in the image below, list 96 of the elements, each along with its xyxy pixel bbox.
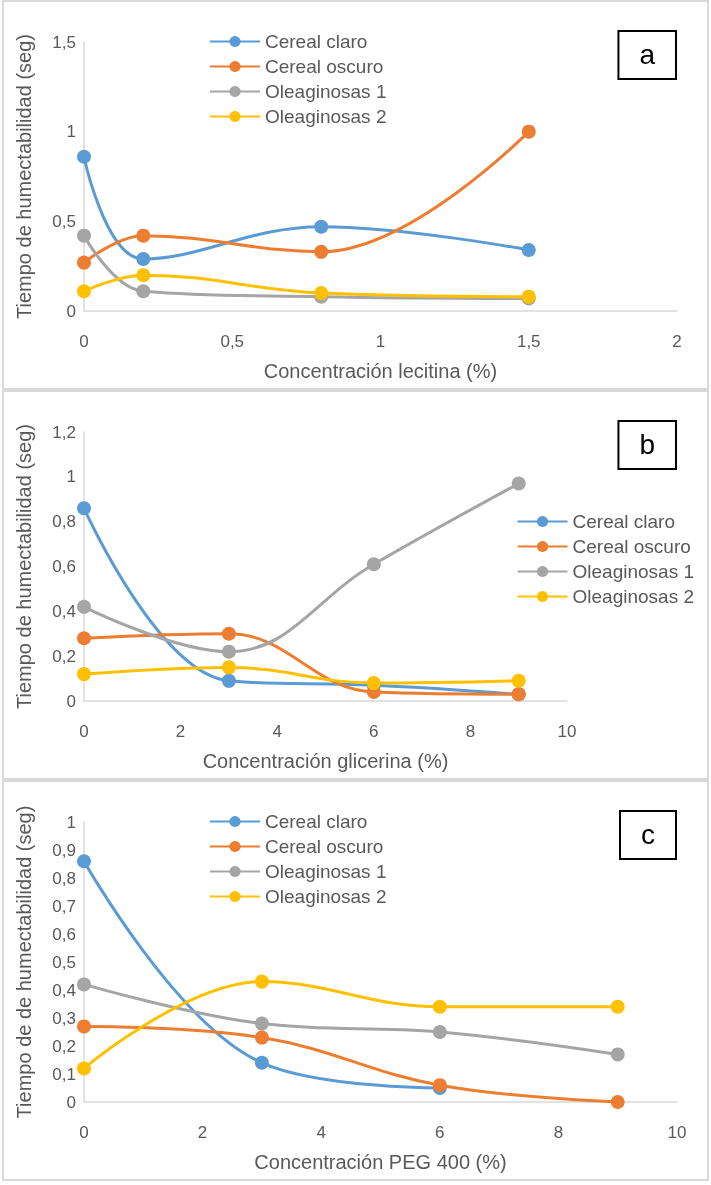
point xyxy=(77,977,91,992)
point xyxy=(521,243,536,258)
x-tick-label: 10 xyxy=(667,1123,687,1142)
point xyxy=(432,999,447,1014)
legend-label: Oleaginosas 1 xyxy=(265,81,387,102)
y-tick-label: 0,6 xyxy=(52,557,76,576)
point xyxy=(511,673,526,688)
y-tick-label: 1 xyxy=(66,812,76,832)
point xyxy=(221,626,236,641)
legend-label: Cereal claro xyxy=(265,31,368,52)
y-tick-label: 0 xyxy=(66,691,76,711)
x-tick-label: 0 xyxy=(79,332,89,351)
point xyxy=(610,999,625,1014)
point xyxy=(77,599,91,614)
point xyxy=(221,660,236,675)
y-tick-label: 1,2 xyxy=(52,422,76,442)
y-tick-label: 0,4 xyxy=(52,980,76,1000)
point xyxy=(521,124,536,139)
y-tick-label: 0,5 xyxy=(52,952,76,972)
x-tick-label: 0 xyxy=(79,1123,89,1142)
point xyxy=(77,667,91,682)
legend-label: Cereal oscuro xyxy=(265,56,384,77)
text: b xyxy=(639,428,656,460)
annotation: c xyxy=(641,818,655,850)
x-tick-label: 6 xyxy=(435,1123,445,1142)
point xyxy=(136,268,151,283)
y-tick-label: 0,8 xyxy=(52,868,76,888)
y-tick-label: 0,5 xyxy=(52,211,76,231)
point xyxy=(77,284,91,299)
point xyxy=(254,974,269,989)
point xyxy=(610,1095,625,1109)
x-tick-label: 1,5 xyxy=(516,332,541,351)
y-tick-label: 1 xyxy=(66,467,76,487)
y-tick-label: 1 xyxy=(66,122,76,142)
point xyxy=(511,476,526,491)
legend-label: Oleaginosas 2 xyxy=(265,106,387,127)
y-tick-label: 0 xyxy=(66,1092,76,1112)
x-tick-label: 8 xyxy=(465,722,476,741)
point xyxy=(77,854,91,869)
y-tick-label: 0,1 xyxy=(52,1064,76,1084)
legend-label: Cereal claro xyxy=(572,511,675,532)
point xyxy=(77,228,91,243)
x-axis-title: Concentración lecitina (%) xyxy=(263,360,498,382)
point xyxy=(77,1019,91,1034)
x-axis-title: Concentración PEG 400 (%) xyxy=(254,1151,507,1173)
point xyxy=(314,244,329,259)
legend-label: Oleaginosas 2 xyxy=(572,586,694,607)
point xyxy=(610,1047,625,1062)
point xyxy=(432,1025,447,1039)
y-tick-label: 0,8 xyxy=(52,512,76,532)
point xyxy=(254,1016,269,1031)
x-tick-label: 10 xyxy=(557,722,577,741)
point xyxy=(77,501,91,516)
y-tick-label: 0,9 xyxy=(52,840,76,860)
x-axis-title: Concentración glicerina (%) xyxy=(202,750,449,772)
point xyxy=(77,1061,91,1076)
legend-label: Cereal claro xyxy=(265,811,368,832)
x-tick-label: 6 xyxy=(369,722,379,741)
legend-label: Oleaginosas 2 xyxy=(265,886,387,907)
legend-label: Oleaginosas 1 xyxy=(572,561,694,582)
x-tick-label: 2 xyxy=(197,1123,208,1142)
y-tick-label: 0 xyxy=(66,301,76,321)
y-tick-label: 0,2 xyxy=(52,1036,76,1056)
point xyxy=(221,673,236,688)
x-tick-label: 8 xyxy=(553,1123,564,1142)
point xyxy=(254,1055,269,1070)
point xyxy=(136,284,151,299)
x-tick-label: 0,5 xyxy=(220,332,245,351)
x-tick-label: 0 xyxy=(79,722,89,741)
y-tick-label: 1,5 xyxy=(52,32,76,52)
point xyxy=(77,255,91,270)
x-tick-label: 2 xyxy=(175,722,186,741)
y-tick-label: 0,6 xyxy=(52,924,76,944)
x-tick-label: 4 xyxy=(316,1123,326,1142)
point xyxy=(77,631,91,646)
y-tick-label: 0,3 xyxy=(52,1008,76,1028)
y-axis-title: Tiempo de humectabilidad (seg) xyxy=(13,34,35,319)
point xyxy=(221,644,236,659)
annotation: a xyxy=(639,38,656,70)
y-tick-label: 0,4 xyxy=(52,601,76,621)
x-tick-label: 2 xyxy=(672,332,682,351)
y-tick-label: 0,7 xyxy=(52,896,76,916)
legend-label: Oleaginosas 1 xyxy=(265,861,387,882)
point xyxy=(314,219,329,234)
x-tick-label: 4 xyxy=(272,722,282,741)
point xyxy=(254,1030,269,1045)
point xyxy=(366,557,381,572)
point xyxy=(136,252,151,266)
point xyxy=(77,149,91,164)
y-tick-label: 0,2 xyxy=(52,646,76,666)
x-tick-label: 1 xyxy=(375,332,386,351)
point xyxy=(136,228,151,243)
legend-label: Cereal oscuro xyxy=(265,836,384,857)
y-axis-title: Tiempo de humectabilidad (seg) xyxy=(13,424,35,709)
legend-label: Cereal oscuro xyxy=(572,536,691,557)
y-axis-title: Tiempo de de humectabilidad (seg) xyxy=(13,805,35,1119)
